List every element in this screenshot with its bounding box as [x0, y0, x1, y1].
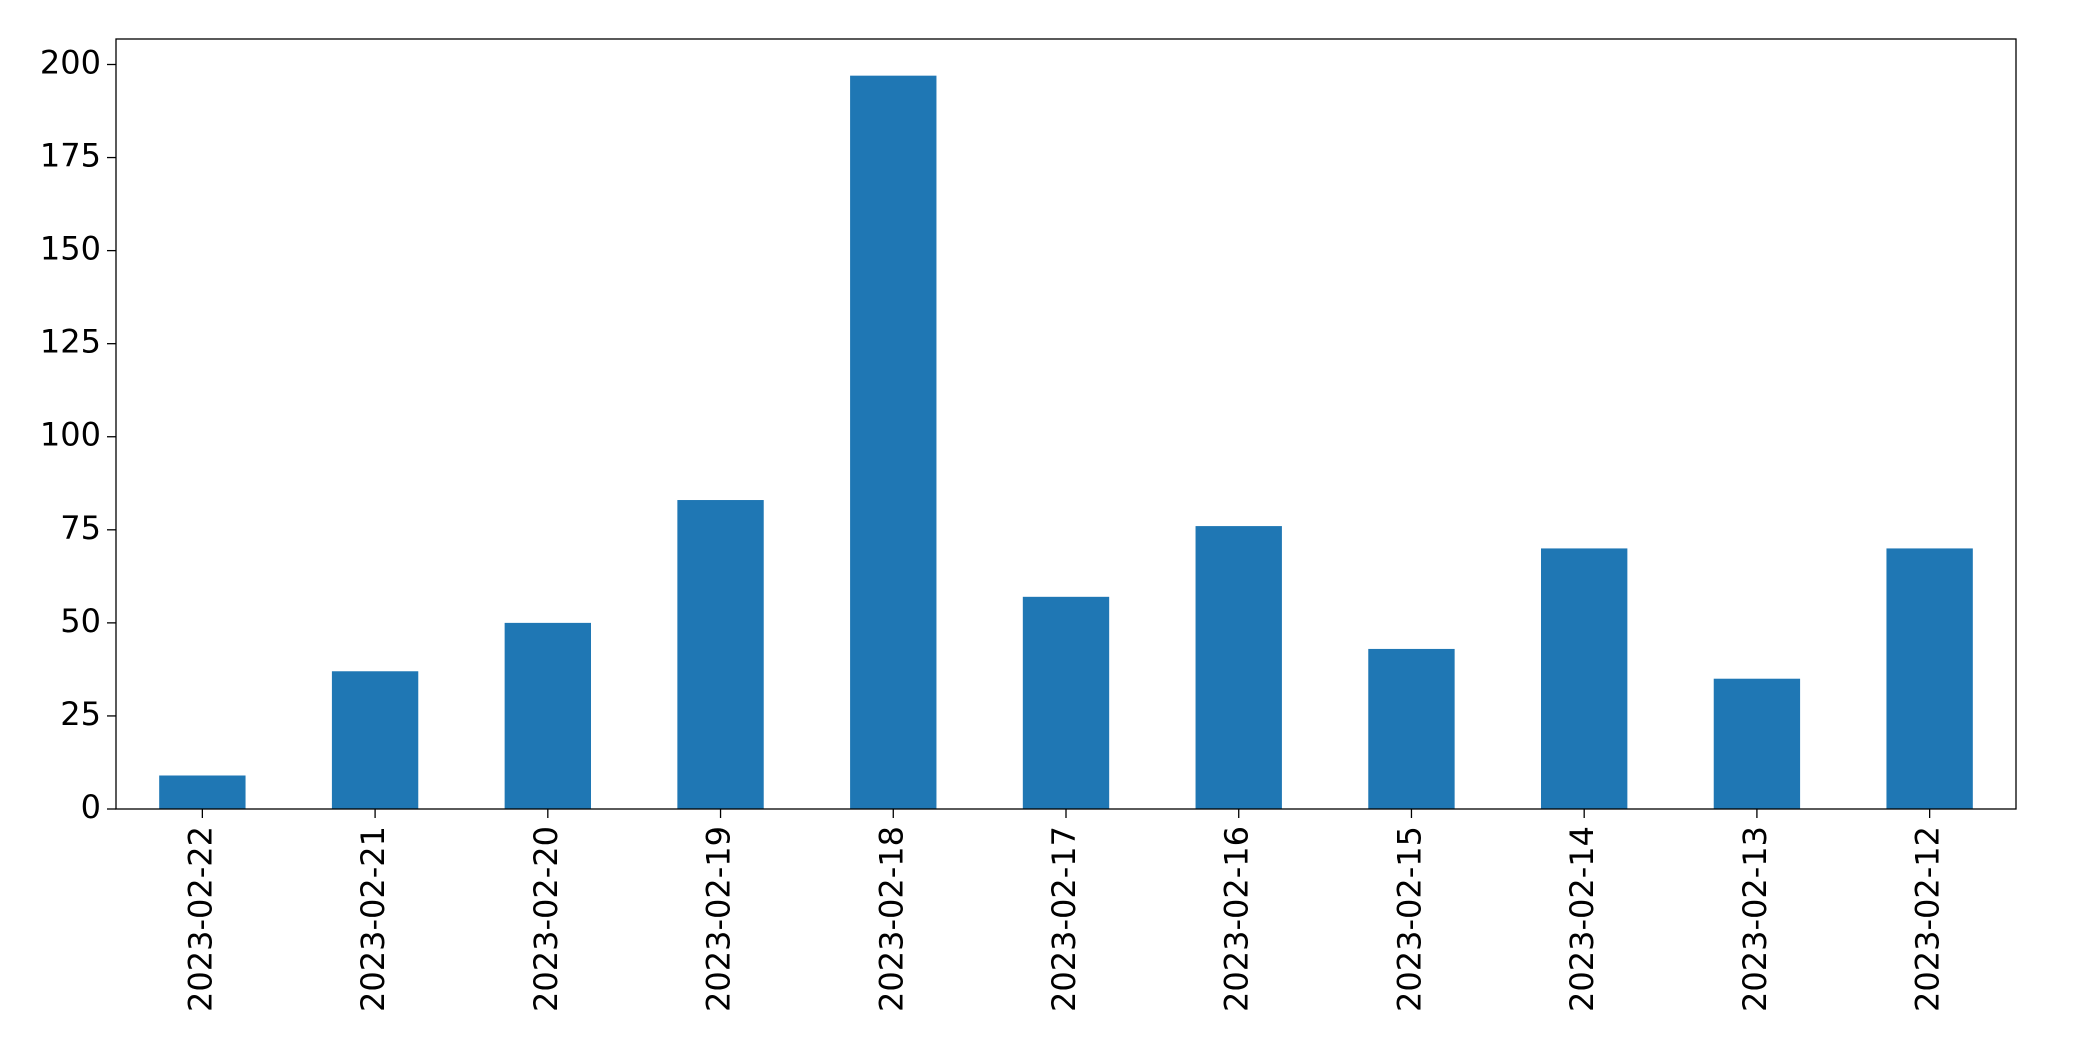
x-tick-label: 2023-02-14 [1563, 826, 1601, 1012]
y-tick-label: 175 [40, 137, 101, 175]
bar [159, 775, 246, 809]
bar [1368, 648, 1455, 809]
x-tick-label: 2023-02-18 [872, 826, 910, 1012]
bar [1886, 548, 1973, 809]
y-tick-label: 100 [40, 416, 101, 454]
plot-frame [115, 38, 2017, 810]
x-tick-label: 2023-02-21 [354, 826, 392, 1012]
bar [1713, 678, 1801, 809]
bar [1022, 596, 1110, 809]
bar [1541, 548, 1628, 809]
bar [1195, 526, 1282, 809]
y-tick-label: 75 [60, 509, 101, 547]
y-tick-label: 200 [40, 43, 101, 81]
bar [331, 671, 419, 809]
y-tick-label: 0 [81, 788, 101, 826]
x-tick-label: 2023-02-16 [1218, 826, 1256, 1012]
x-tick-label: 2023-02-20 [527, 826, 565, 1012]
bar [677, 500, 764, 809]
x-tick-label: 2023-02-22 [181, 826, 219, 1012]
bar [850, 75, 937, 809]
y-tick-label: 150 [40, 230, 101, 268]
y-tick-label: 25 [60, 695, 101, 733]
x-tick-label: 2023-02-19 [700, 826, 738, 1012]
y-tick-label: 50 [60, 602, 101, 640]
x-tick-label: 2023-02-13 [1736, 826, 1774, 1012]
x-tick-label: 2023-02-17 [1045, 826, 1083, 1012]
y-tick-label: 125 [40, 323, 101, 361]
x-tick-label: 2023-02-15 [1390, 826, 1428, 1012]
bar [504, 622, 591, 809]
x-tick-label: 2023-02-12 [1909, 826, 1947, 1012]
